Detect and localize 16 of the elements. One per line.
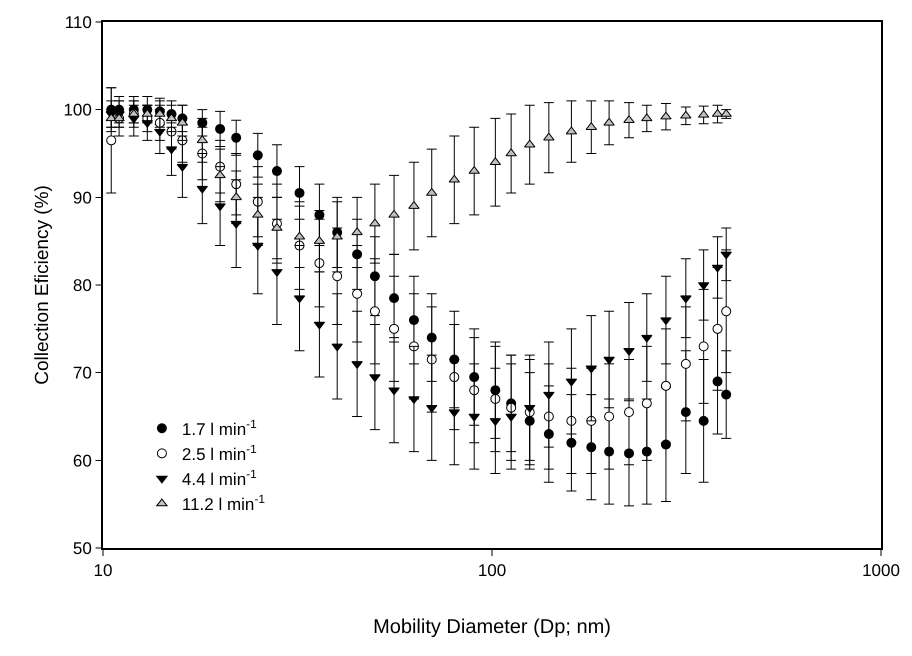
y-tick-label: 50 (72, 538, 92, 558)
y-tick-label: 110 (64, 12, 92, 32)
x-axis-title: Mobility Diameter (Dp; nm) (373, 616, 611, 638)
y-tick-label: 60 (72, 451, 92, 470)
legend-label: 1.7 l min$^{-1}$ (182, 416, 258, 439)
x-tick-label: 10 (94, 561, 112, 580)
y-tick-label: 100 (63, 100, 92, 120)
legend-label: 2.5 l min$^{-1}$ (182, 442, 258, 464)
legend-label: 11.2 l min$^{-1}$ (182, 492, 266, 514)
y-axis-title: Collection Eficiency (%) (32, 185, 53, 385)
x-tick-label: 100 (478, 561, 506, 580)
y-tick-label: 80 (72, 276, 92, 295)
y-tick-label: 90 (72, 188, 92, 208)
x-tick-label: 1000 (862, 561, 900, 580)
y-tick-label: 70 (72, 364, 92, 383)
legend-label: 4.4 l min$^{-1}$ (182, 466, 258, 490)
